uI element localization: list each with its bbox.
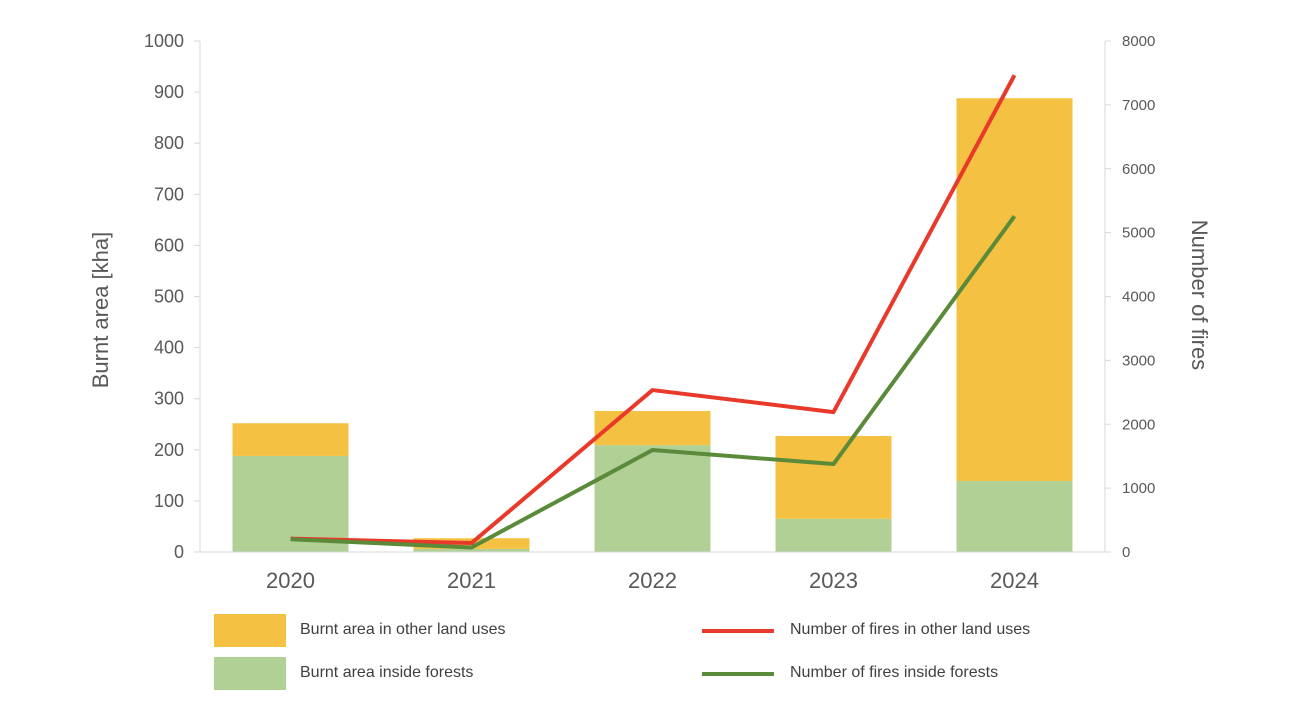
legend-swatch-forest-area <box>214 657 286 690</box>
right-tick-label: 7000 <box>1122 97 1155 114</box>
y2-axis-title: Number of fires <box>1187 220 1212 370</box>
left-tick-label: 500 <box>154 287 184 307</box>
left-tick-label: 700 <box>154 184 184 204</box>
bar-burnt-area-in-other-land-uses <box>232 423 349 456</box>
left-tick-label: 800 <box>154 133 184 153</box>
x-tick-label: 2021 <box>447 568 496 593</box>
right-tick-label: 5000 <box>1122 225 1155 242</box>
legend-line-other-fires <box>702 629 774 633</box>
legend-label: Number of fires inside forests <box>790 664 999 681</box>
bar-burnt-area-in-other-land-uses <box>594 410 711 446</box>
x-tick-label: 2023 <box>809 568 858 593</box>
bar-burnt-area-in-other-land-uses <box>775 436 892 519</box>
left-tick-label: 100 <box>154 491 184 511</box>
x-tick-label: 2024 <box>990 568 1039 593</box>
left-tick-label: 1000 <box>144 31 184 51</box>
line-number-of-fires-inside-forests <box>290 214 1017 550</box>
left-tick-label: 400 <box>154 338 184 358</box>
x-tick-label: 2020 <box>266 568 315 593</box>
bar-burnt-area-inside-forests <box>413 548 530 552</box>
legend-line-forest-fires <box>702 672 774 676</box>
legend-label: Burnt area in other land uses <box>300 621 506 638</box>
bar-burnt-area-inside-forests <box>956 480 1073 552</box>
legend-label: Number of fires in other land uses <box>790 621 1031 638</box>
left-tick-label: 0 <box>174 542 184 562</box>
bar-burnt-area-inside-forests <box>594 445 711 552</box>
y-axis-title: Burnt area [kha] <box>88 232 113 389</box>
bar-burnt-area-inside-forests <box>232 455 349 552</box>
left-tick-label: 600 <box>154 235 184 255</box>
left-tick-label: 300 <box>154 389 184 409</box>
x-tick-label: 2022 <box>628 568 677 593</box>
legend-label: Burnt area inside forests <box>300 664 474 681</box>
bar-burnt-area-inside-forests <box>775 518 892 552</box>
line-number-of-fires-in-other-land-uses <box>290 74 1017 546</box>
right-tick-label: 8000 <box>1122 33 1155 50</box>
right-tick-label: 0 <box>1122 544 1130 561</box>
right-tick-label: 4000 <box>1122 289 1155 306</box>
bar-burnt-area-in-other-land-uses <box>956 98 1073 481</box>
legend-swatch-other-area <box>214 614 286 647</box>
right-tick-label: 3000 <box>1122 352 1155 369</box>
right-tick-label: 6000 <box>1122 161 1155 178</box>
left-tick-label: 900 <box>154 82 184 102</box>
left-tick-label: 200 <box>154 440 184 460</box>
right-tick-label: 2000 <box>1122 416 1155 433</box>
right-tick-label: 1000 <box>1122 480 1155 497</box>
